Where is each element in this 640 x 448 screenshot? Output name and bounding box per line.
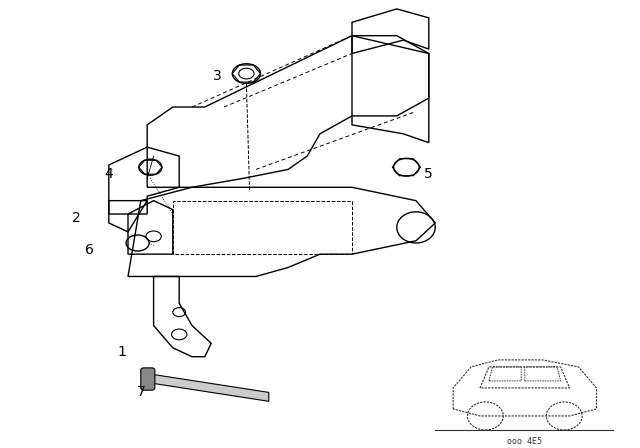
Text: 1: 1	[117, 345, 126, 359]
Text: 2: 2	[72, 211, 81, 225]
Text: 6: 6	[85, 243, 94, 257]
FancyBboxPatch shape	[141, 368, 155, 390]
Text: 4: 4	[104, 167, 113, 181]
Text: 7: 7	[136, 385, 145, 399]
Polygon shape	[154, 375, 269, 401]
Text: 5: 5	[424, 167, 433, 181]
Text: 3: 3	[213, 69, 222, 83]
